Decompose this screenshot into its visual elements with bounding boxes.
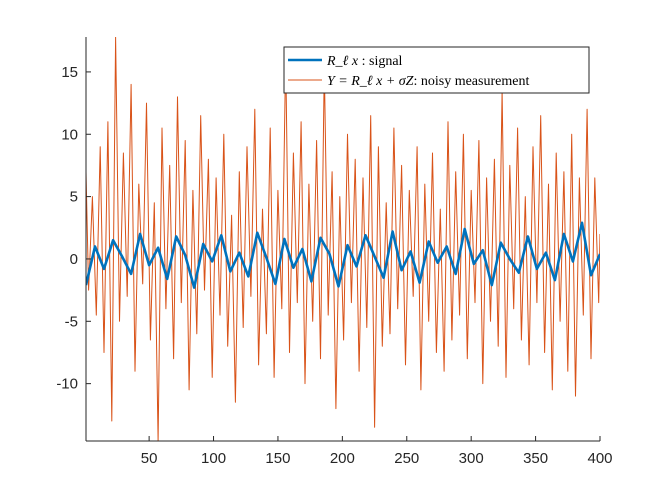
x-tick-label: 100: [201, 450, 226, 467]
x-tick-label: 250: [394, 450, 419, 467]
x-tick-label: 300: [459, 450, 484, 467]
x-tick-label: 200: [330, 450, 355, 467]
axes: [85, 37, 600, 442]
x-tick-label: 150: [265, 450, 290, 467]
legend-description: signal: [369, 54, 403, 69]
legend-label: R_ℓ x : signal: [326, 54, 403, 69]
series-line-noisy: [86, 37, 600, 441]
y-tick-label: 0: [70, 251, 78, 268]
y-tick-label: -5: [65, 313, 78, 330]
plot-area: [86, 37, 600, 441]
legend-box: [283, 46, 590, 94]
legend-description: noisy measurement: [421, 74, 530, 89]
legend-separator: :: [358, 54, 369, 69]
legend-math: Y = R_ℓ x + σZ: [327, 74, 414, 89]
ticks: 50 100 150 200 250 300 350 400 -10 -5 0 5 10 15: [56, 64, 612, 467]
legend-separator: :: [413, 74, 420, 89]
y-tick-label: 15: [61, 64, 78, 81]
series-line-signal: [86, 221, 600, 289]
y-tick-label: -10: [56, 376, 78, 393]
y-tick-label: 5: [70, 189, 78, 206]
x-tick-label: 400: [587, 450, 612, 467]
legend: R_ℓ x : signal Y = R_ℓ x + σZ: noisy meas…: [283, 46, 590, 94]
x-tick-label: 50: [141, 450, 158, 467]
legend-math: R_ℓ x: [326, 54, 359, 69]
x-tick-label: 350: [523, 450, 548, 467]
y-tick-label: 10: [61, 126, 78, 143]
legend-label: Y = R_ℓ x + σZ: noisy measurement: [327, 74, 529, 89]
